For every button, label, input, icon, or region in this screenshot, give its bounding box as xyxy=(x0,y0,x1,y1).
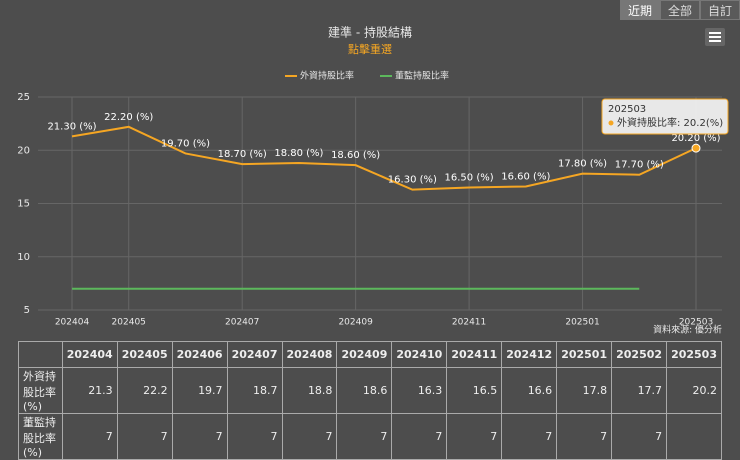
chart-title: 建準 - 持股結構 xyxy=(328,25,412,40)
table-cell: 202405 xyxy=(116,341,173,368)
data-label: 16.60 (%) xyxy=(501,171,550,182)
y-tick-label: 20 xyxy=(17,145,30,156)
table-cell: 7 xyxy=(611,413,668,460)
table-cell: 202502 xyxy=(611,341,668,368)
data-label: 21.30 (%) xyxy=(47,121,96,132)
table-cell: 7 xyxy=(501,413,558,460)
table-cell: 外資持股比率(%) xyxy=(18,367,63,414)
y-tick-label: 5 xyxy=(24,305,30,316)
table-cell: 20.2 xyxy=(666,367,722,414)
data-label: 16.50 (%) xyxy=(445,173,494,184)
y-tick-label: 10 xyxy=(17,252,30,263)
table-cell: 202409 xyxy=(336,341,393,368)
hover-point xyxy=(691,143,701,153)
table-cell: 18.7 xyxy=(226,367,283,414)
series-line xyxy=(71,125,697,191)
legend-label: 董監持股比率 xyxy=(395,70,449,82)
tooltip-title: 202503 xyxy=(608,104,646,115)
table-cell: 202503 xyxy=(666,341,722,368)
x-tick-label: 202407 xyxy=(225,318,259,328)
data-label: 18.80 (%) xyxy=(274,148,323,159)
table-cell: 22.2 xyxy=(116,367,173,414)
tooltip-text: 外資持股比率: 20.2(%) xyxy=(617,116,723,129)
table-cell: 7 xyxy=(61,413,118,460)
credits: 資料來源: 優分析 xyxy=(653,324,722,336)
chart-subtitle[interactable]: 點擊重選 xyxy=(348,42,392,56)
table-cell: 17.7 xyxy=(611,367,668,414)
tooltip-box xyxy=(601,98,729,135)
table-cell: 7 xyxy=(116,413,173,460)
table-cell: 18.6 xyxy=(336,367,393,414)
table-cell xyxy=(666,413,722,460)
table-cell: 202501 xyxy=(556,341,613,368)
table-cell: 7 xyxy=(281,413,338,460)
table-cell: 16.6 xyxy=(501,367,558,414)
x-tick-label: 202501 xyxy=(565,318,599,328)
tooltip-dot xyxy=(608,120,614,126)
x-tick-label: 202411 xyxy=(452,318,486,328)
x-tick-label: 202404 xyxy=(55,318,90,328)
table-cell: 202407 xyxy=(226,341,283,368)
table-row: 202404 202405 202406 202407 202408 202409 2024… xyxy=(18,341,722,368)
table-cell: 7 xyxy=(556,413,613,460)
table-row: 董監持股比率(%) 7 7 7 7 7 7 7 7 7 7 7 xyxy=(18,413,722,460)
chart: 建準 - 持股結構 點擊重選 資料來源: 優分析 5 10 15 20 25 202404… xyxy=(17,25,729,336)
table-cell: 202404 xyxy=(61,341,118,368)
table-cell: 7 xyxy=(336,413,393,460)
range-button[interactable]: 自訂 xyxy=(700,0,740,20)
data-label: 16.30 (%) xyxy=(388,175,437,186)
data-label: 19.70 (%) xyxy=(161,138,210,149)
table-cell: 19.7 xyxy=(171,367,228,414)
table-cell xyxy=(18,341,63,368)
data-label: 17.70 (%) xyxy=(615,160,664,171)
x-tick-label: 202503 xyxy=(679,318,713,328)
y-tick-label: 15 xyxy=(17,199,30,210)
table-cell: 17.8 xyxy=(556,367,613,414)
table-cell: 202408 xyxy=(281,341,338,368)
x-tick-label: 202405 xyxy=(112,318,146,328)
data-label: 17.80 (%) xyxy=(558,159,607,170)
page: 近期 全部 自訂 建準 - 持股結構 點擊重選 資料來源: 優分析 5 10 15 20 2… xyxy=(17,0,740,460)
table-cell: 18.8 xyxy=(281,367,338,414)
data-table: 202404 202405 202406 202407 202408 202409 2024… xyxy=(18,341,722,460)
table-cell: 16.5 xyxy=(446,367,503,414)
range-button[interactable]: 全部 xyxy=(660,0,700,20)
table-cell: 202410 xyxy=(391,341,448,368)
table-cell: 7 xyxy=(446,413,503,460)
table-cell: 21.3 xyxy=(61,367,118,414)
legend-label: 外資持股比率 xyxy=(300,70,354,82)
table-cell: 7 xyxy=(171,413,228,460)
x-tick-label: 202409 xyxy=(338,318,373,328)
data-label: 20.20 (%) xyxy=(671,133,720,144)
table-cell: 7 xyxy=(391,413,448,460)
menu-icon[interactable] xyxy=(705,28,725,46)
table-cell: 202411 xyxy=(446,341,503,368)
data-label: 18.60 (%) xyxy=(331,150,380,161)
range-button[interactable]: 近期 xyxy=(620,0,660,20)
table-cell: 202406 xyxy=(171,341,228,368)
y-tick-label: 25 xyxy=(17,92,30,103)
data-label: 18.70 (%) xyxy=(218,149,267,160)
table-cell: 16.3 xyxy=(391,367,448,414)
table-row: 外資持股比率(%) 21.3 22.2 19.7 18.7 18.8 18.6 16.3 16.… xyxy=(18,367,722,414)
table-cell: 7 xyxy=(226,413,283,460)
data-label: 22.20 (%) xyxy=(104,112,153,123)
table-cell: 202412 xyxy=(501,341,558,368)
table-cell: 董監持股比率(%) xyxy=(18,413,63,460)
